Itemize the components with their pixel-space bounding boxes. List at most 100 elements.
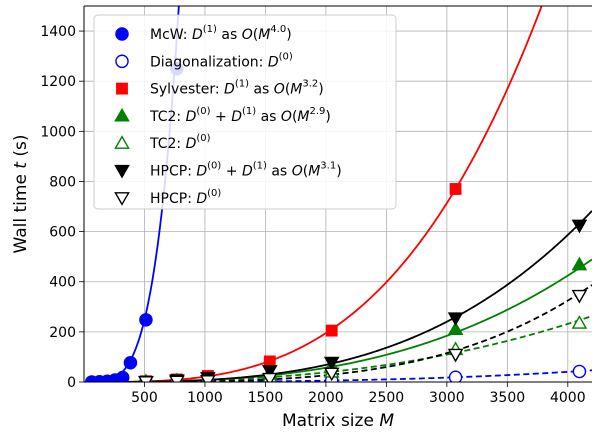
legend-sym: D	[192, 27, 203, 43]
data-point-6-5	[447, 348, 464, 363]
x-tick-label: 4000	[550, 390, 586, 406]
y-axis-label-text: Wall time	[11, 174, 31, 253]
legend-label: Diagonalization:	[150, 54, 268, 70]
x-axis-label: Matrix size M	[282, 411, 394, 431]
legend-entry-6: HPCP: D(0)	[150, 188, 221, 207]
data-point-2-5	[449, 183, 462, 195]
legend-o: O	[292, 164, 303, 180]
y-tick-label: 1200	[40, 74, 76, 90]
x-tick-label: 2500	[369, 390, 405, 406]
legend-sup: (0)	[207, 188, 221, 199]
legend-sup2: (1)	[253, 161, 267, 172]
legend-label: HPCP:	[150, 164, 196, 180]
legend-tail: as	[267, 164, 292, 180]
legend-entry-5: HPCP: D(0) + D(1) as O(M3.1)	[150, 161, 342, 180]
data-point-1-6	[572, 364, 587, 379]
data-point-6-0	[138, 376, 154, 382]
legend-sym: D	[268, 54, 279, 70]
legend-sup2: (1)	[242, 106, 256, 117]
data-point-5-6	[571, 219, 588, 234]
legend-entry-0: McW: D(1) as O(M4.0)	[150, 24, 292, 43]
x-tick-label: 2000	[308, 390, 344, 406]
legend-m: M	[290, 82, 302, 98]
legend-close: )	[286, 27, 291, 43]
axes	[79, 5, 592, 387]
legend-label: HPCP:	[150, 191, 196, 207]
legend-close: )	[336, 164, 341, 180]
fit-curve-6	[86, 284, 592, 382]
x-tick-label: 3000	[429, 390, 465, 406]
legend-sym: D	[196, 191, 207, 207]
legend: McW: D(1) as O(M4.0)Diagonalization: D(0…	[93, 14, 397, 210]
legend-entry-4: TC2: D(0)	[149, 133, 211, 152]
legend-sym: D	[186, 136, 197, 152]
legend-marker-0	[115, 27, 129, 41]
y-tick-label: 800	[49, 174, 76, 190]
legend-entry-1: Diagonalization: D(0)	[150, 51, 293, 70]
legend-label: TC2:	[149, 136, 186, 152]
x-axis-label-text: Matrix size	[282, 411, 374, 431]
data-point-0-5	[123, 355, 138, 370]
legend-label: Sylvester:	[150, 82, 224, 98]
legend-marker-6	[114, 192, 130, 206]
legend-exp: 2.9	[310, 106, 326, 117]
x-tick-label: 1500	[248, 390, 284, 406]
data-point-6-6	[571, 289, 588, 304]
legend-sym2: D	[231, 109, 242, 125]
data-point-5-3	[261, 365, 278, 379]
legend-sym: D	[186, 109, 197, 125]
legend-marker-1	[115, 54, 129, 69]
y-tick-label: 600	[49, 225, 76, 241]
data-point-6-4	[323, 367, 340, 382]
legend-sup: (0)	[196, 106, 210, 117]
fit-curve-5	[86, 210, 592, 382]
legend-sup: (0)	[207, 161, 221, 172]
x-tick-label: 500	[131, 390, 158, 406]
data-point-5-4	[323, 356, 340, 371]
legend-marker-5	[114, 164, 130, 179]
y-tick-label: 1400	[40, 24, 76, 40]
legend-sup: (1)	[203, 24, 217, 35]
legend-o: O	[274, 82, 285, 98]
legend-exp: 3.2	[302, 79, 318, 90]
data-point-3-5	[447, 321, 464, 336]
legend-m: M	[308, 164, 320, 180]
y-tick-label: 400	[49, 275, 76, 291]
legend-o: O	[281, 109, 292, 125]
legend-sym2: D	[242, 164, 253, 180]
legend-o: O	[242, 27, 253, 43]
data-point-1-5	[448, 370, 463, 382]
tick-labels: 500 1000 1500 2000 2500 3000 3500 4000 0 200 400 60…	[40, 24, 585, 406]
fit-curve-4	[86, 315, 592, 382]
legend-m: M	[258, 27, 270, 43]
legend-tail: as	[256, 109, 281, 125]
x-tick-label: 3500	[490, 390, 526, 406]
legend-sup: (0)	[279, 51, 293, 62]
data-point-6-3	[261, 372, 278, 382]
legend-tail: as	[217, 27, 242, 43]
x-tick-label: 1000	[187, 390, 223, 406]
legend-entry-3: TC2: D(0) + D(1) as O(M2.9)	[149, 106, 331, 125]
legend-label: TC2:	[149, 109, 186, 125]
y-tick-label: 200	[49, 325, 76, 341]
legend-close: )	[325, 109, 330, 125]
x-axis-label-var: M	[379, 411, 394, 431]
data-point-6-1	[169, 375, 185, 382]
legend-exp: 4.0	[270, 24, 286, 35]
data-point-0-4	[115, 370, 130, 382]
fit-curve-1	[86, 369, 592, 382]
data-point-5-5	[447, 312, 464, 327]
legend-marker-2	[116, 82, 128, 95]
legend-sym: D	[224, 82, 235, 98]
legend-sup: (0)	[196, 133, 210, 144]
legend-close: )	[318, 82, 323, 98]
data-point-0-6	[139, 313, 153, 327]
data-point-4-6	[571, 315, 588, 329]
data-point-3-6	[571, 256, 588, 271]
legend-sup: (1)	[235, 79, 249, 90]
y-tick-label: 1000	[40, 124, 76, 140]
legend-marker-3	[114, 107, 130, 122]
legend-tail: as	[249, 82, 274, 98]
legend-entry-2: Sylvester: D(1) as O(M3.2)	[150, 79, 324, 98]
